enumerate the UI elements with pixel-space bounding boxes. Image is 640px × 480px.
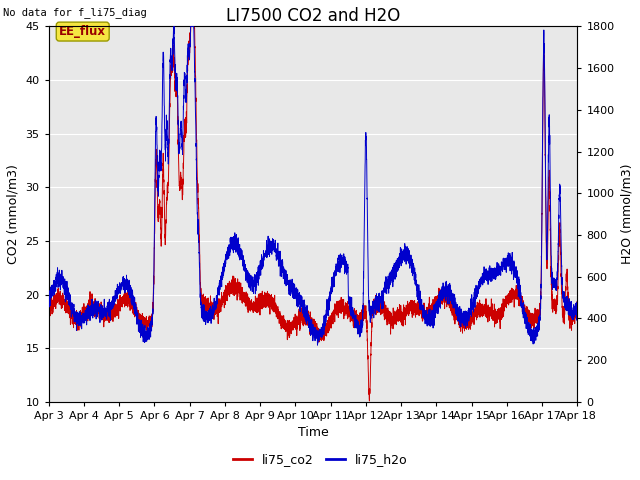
Y-axis label: CO2 (mmol/m3): CO2 (mmol/m3) xyxy=(7,164,20,264)
Text: EE_flux: EE_flux xyxy=(60,25,106,38)
Legend: li75_co2, li75_h2o: li75_co2, li75_h2o xyxy=(228,448,412,471)
Y-axis label: H2O (mmol/m3): H2O (mmol/m3) xyxy=(620,164,633,264)
Text: No data for f_li75_diag: No data for f_li75_diag xyxy=(3,7,147,18)
Title: LI7500 CO2 and H2O: LI7500 CO2 and H2O xyxy=(226,7,400,25)
X-axis label: Time: Time xyxy=(298,426,328,440)
